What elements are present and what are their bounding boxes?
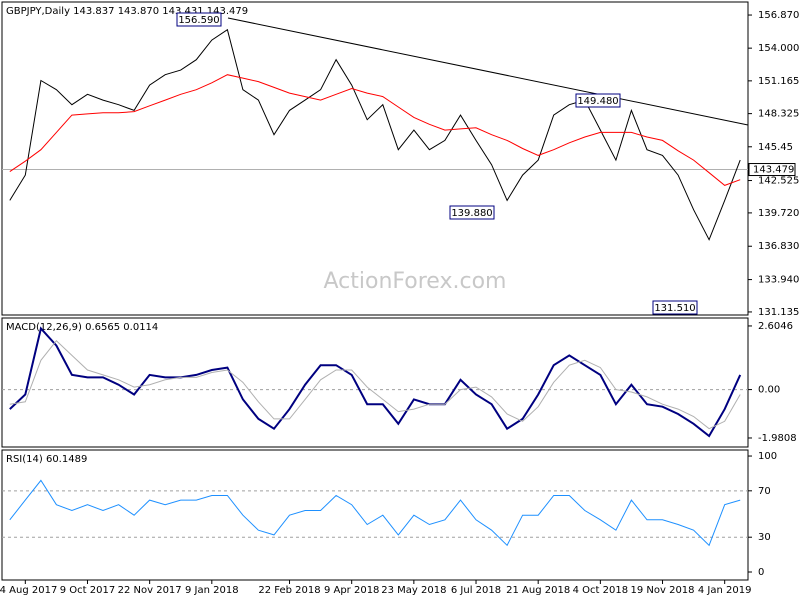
panel-title: GBPJPY,Daily 143.837 143.870 143.431 143…: [6, 6, 248, 17]
annotation: 149.480: [577, 96, 618, 107]
y-tick-label: -1.9808: [758, 433, 797, 444]
y-tick-label: 100: [758, 451, 777, 462]
series-line: [9, 28, 741, 241]
annotation: 131.510: [654, 303, 695, 314]
annotation-box: [652, 300, 698, 315]
x-tick-label: 22 Feb 2018: [258, 585, 320, 596]
y-tick-label: 30: [758, 532, 771, 543]
x-tick-label: 19 Nov 2018: [630, 585, 694, 596]
y-tick-label: 70: [758, 486, 771, 497]
x-tick-label: 21 Aug 2018: [506, 585, 570, 596]
series-line: [9, 74, 741, 186]
panel-frame: [1, 449, 749, 581]
annotation-box: [449, 205, 495, 220]
y-tick-label: 148.325: [758, 109, 799, 120]
panel-frame: [1, 1, 749, 316]
y-tick-label: 156.870: [758, 10, 799, 21]
y-tick-label: 2.6046: [758, 321, 793, 332]
y-tick-label: 139.720: [758, 208, 799, 219]
annotation: 139.880: [451, 208, 492, 219]
x-tick-label: 9 Jan 2018: [185, 585, 239, 596]
series-line: [9, 339, 741, 430]
x-tick-label: 22 Nov 2017: [118, 585, 182, 596]
last-price-label: 143.479: [753, 165, 794, 176]
annotation-box: [575, 93, 621, 108]
trend-line: [227, 17, 749, 126]
y-tick-label: 154.000: [758, 43, 799, 54]
x-tick-label: 24 Aug 2017: [0, 585, 57, 596]
y-tick-label: 151.165: [758, 76, 799, 87]
annotation: 156.590: [178, 15, 219, 26]
x-tick-label: 6 Jul 2018: [451, 585, 501, 596]
x-tick-label: 4 Oct 2018: [573, 585, 628, 596]
watermark: ActionForex.com: [324, 269, 507, 294]
panel-title: MACD(12,26,9) 0.6565 0.0114: [6, 322, 158, 333]
last-price-box: [748, 163, 796, 177]
series-line: [9, 326, 742, 438]
panel-frame: [1, 317, 749, 448]
x-tick-label: 4 Jan 2019: [698, 585, 752, 596]
y-tick-label: 133.940: [758, 275, 799, 286]
x-tick-label: 9 Oct 2017: [60, 585, 115, 596]
y-tick-label: 142.525: [758, 176, 799, 187]
x-tick-label: 23 May 2018: [381, 585, 446, 596]
annotation-box: [176, 12, 222, 27]
x-tick-label: 9 Apr 2018: [324, 585, 379, 596]
panel-title: RSI(14) 60.1489: [6, 454, 87, 465]
series-line: [9, 479, 741, 547]
y-tick-label: 131.135: [758, 307, 799, 318]
y-tick-label: 0: [758, 567, 764, 578]
y-tick-label: 145.45: [758, 142, 793, 153]
y-tick-label: 0.00: [758, 385, 780, 396]
y-tick-label: 136.830: [758, 241, 799, 252]
